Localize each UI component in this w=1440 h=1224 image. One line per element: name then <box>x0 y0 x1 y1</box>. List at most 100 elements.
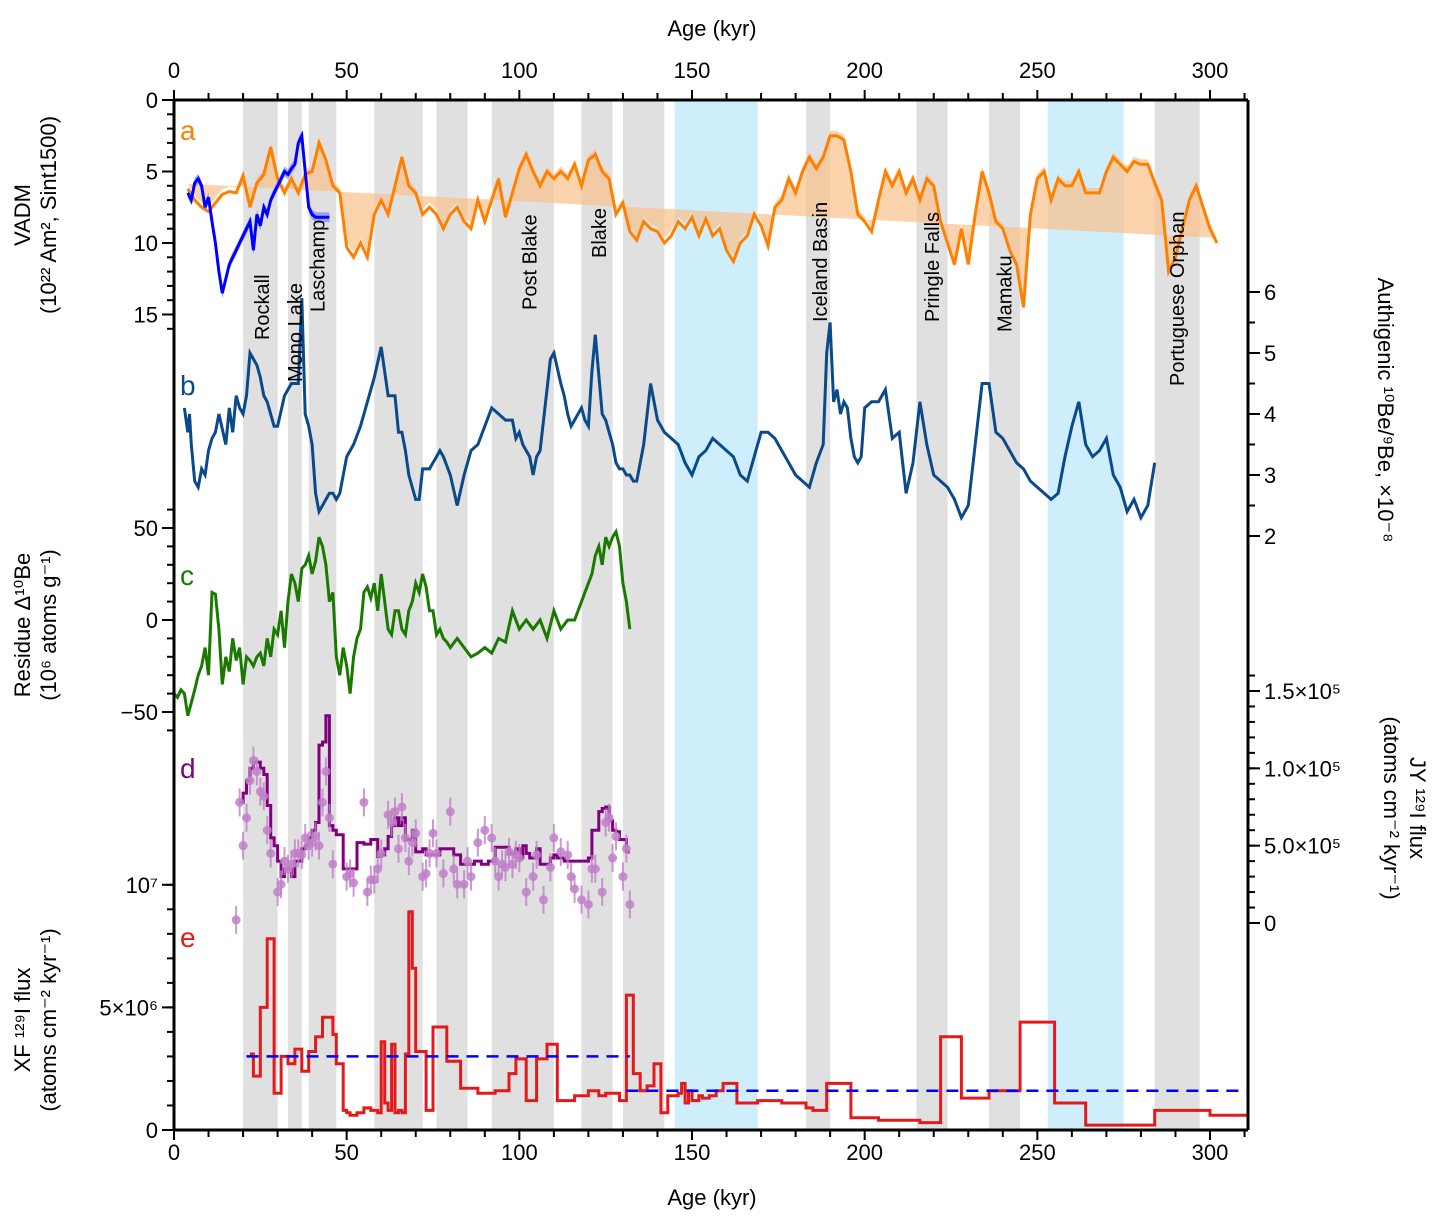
y-tick-label: 6 <box>1264 280 1276 305</box>
data-point <box>273 887 283 897</box>
data-point <box>597 887 607 897</box>
event-band <box>287 100 302 1130</box>
data-point <box>604 813 614 823</box>
event-label: Blake <box>589 208 611 258</box>
x-tick-label-bottom: 100 <box>501 1140 538 1165</box>
y-axis-title-a-units: (10²² Am², Sint1500) <box>36 116 61 314</box>
data-point <box>328 859 338 869</box>
event-band <box>674 100 758 1130</box>
x-tick-label-top: 50 <box>334 58 358 83</box>
panel-letter: c <box>180 560 194 591</box>
data-point <box>400 833 410 843</box>
data-point <box>425 848 435 858</box>
data-point <box>545 862 555 872</box>
data-point <box>362 887 372 897</box>
data-point <box>539 895 549 905</box>
y-axis-title-d-units: (atoms cm⁻² kyr⁻¹) <box>1379 716 1404 899</box>
data-point <box>494 872 504 882</box>
event-label: Laschamp <box>307 220 329 312</box>
data-point <box>480 825 490 835</box>
data-point <box>428 828 438 838</box>
event-label: Rockall <box>252 274 274 340</box>
event-label: Mono Lake <box>285 283 307 382</box>
data-point <box>449 864 459 874</box>
data-point <box>376 848 386 858</box>
data-point <box>431 848 441 858</box>
data-point <box>490 856 500 866</box>
data-point <box>238 841 248 851</box>
x-tick-label-top: 0 <box>168 58 180 83</box>
data-point <box>383 810 393 820</box>
data-point <box>445 807 455 817</box>
data-point <box>369 875 379 885</box>
data-point <box>532 850 542 860</box>
y-tick-label: 0 <box>146 608 158 633</box>
y-tick-label: 0 <box>1264 911 1276 936</box>
event-band <box>308 100 337 1130</box>
data-point <box>262 825 272 835</box>
data-point <box>452 879 462 889</box>
data-point <box>473 838 483 848</box>
data-point <box>242 813 252 823</box>
data-point <box>314 841 324 851</box>
y-axis-title-e: XF ¹²⁹I flux <box>10 968 35 1073</box>
y-tick-label: 3 <box>1264 463 1276 488</box>
data-point <box>566 872 576 882</box>
y-tick-label: 2 <box>1264 524 1276 549</box>
data-point <box>625 899 635 909</box>
data-point <box>404 856 414 866</box>
data-point <box>345 869 355 879</box>
data-point <box>570 884 580 894</box>
data-point <box>317 797 327 807</box>
series-line <box>250 910 1250 1127</box>
data-point <box>300 833 310 843</box>
x-tick-label-bottom: 0 <box>168 1140 180 1165</box>
data-point <box>611 831 621 841</box>
series-layer <box>172 130 1250 1127</box>
data-point <box>504 847 514 857</box>
event-band <box>581 100 613 1130</box>
x-tick-label-bottom: 250 <box>1019 1140 1056 1165</box>
data-point <box>618 872 628 882</box>
x-tick-label-bottom: 300 <box>1192 1140 1229 1165</box>
event-band <box>988 100 1021 1130</box>
event-band <box>243 100 278 1130</box>
data-point <box>583 899 593 909</box>
data-point <box>411 828 421 838</box>
axes-layer: 0050501001001501502002002502503003000510… <box>99 58 1341 1165</box>
y-tick-label: −50 <box>121 700 158 725</box>
y-tick-label: 10⁷ <box>126 873 158 898</box>
data-point <box>528 872 538 882</box>
data-point <box>397 802 407 812</box>
y-tick-label: 5 <box>1264 341 1276 366</box>
event-band <box>622 100 665 1130</box>
series-line <box>186 130 330 294</box>
data-point <box>235 797 245 807</box>
y-axis-title-d: JY ¹²⁹I flux <box>1405 757 1430 859</box>
data-point <box>407 838 417 848</box>
series-line <box>172 527 632 717</box>
data-point <box>576 895 586 905</box>
event-label: Mamaku <box>995 255 1017 332</box>
event-band <box>1154 100 1200 1130</box>
x-axis-title-top: Age (kyr) <box>667 16 756 41</box>
y-axis-title-c-units: (10⁶ atoms g⁻¹) <box>36 549 61 701</box>
data-point <box>590 864 600 874</box>
data-point <box>514 853 524 863</box>
event-band <box>1047 100 1124 1130</box>
x-tick-label-bottom: 150 <box>674 1140 711 1165</box>
y-tick-label: 50 <box>134 516 158 541</box>
data-point <box>324 813 334 823</box>
event-bands <box>243 100 1200 1130</box>
data-point <box>387 817 397 827</box>
data-point <box>373 864 383 874</box>
y-tick-label: 15 <box>134 303 158 328</box>
data-point <box>286 859 296 869</box>
y-tick-label: 5×10⁶ <box>99 995 158 1020</box>
y-axis-title-e-units: (atoms cm⁻² kyr⁻¹) <box>36 928 61 1111</box>
x-tick-label-top: 250 <box>1019 58 1056 83</box>
data-point <box>393 844 403 854</box>
data-point <box>252 766 262 776</box>
y-tick-label: 4 <box>1264 402 1276 427</box>
